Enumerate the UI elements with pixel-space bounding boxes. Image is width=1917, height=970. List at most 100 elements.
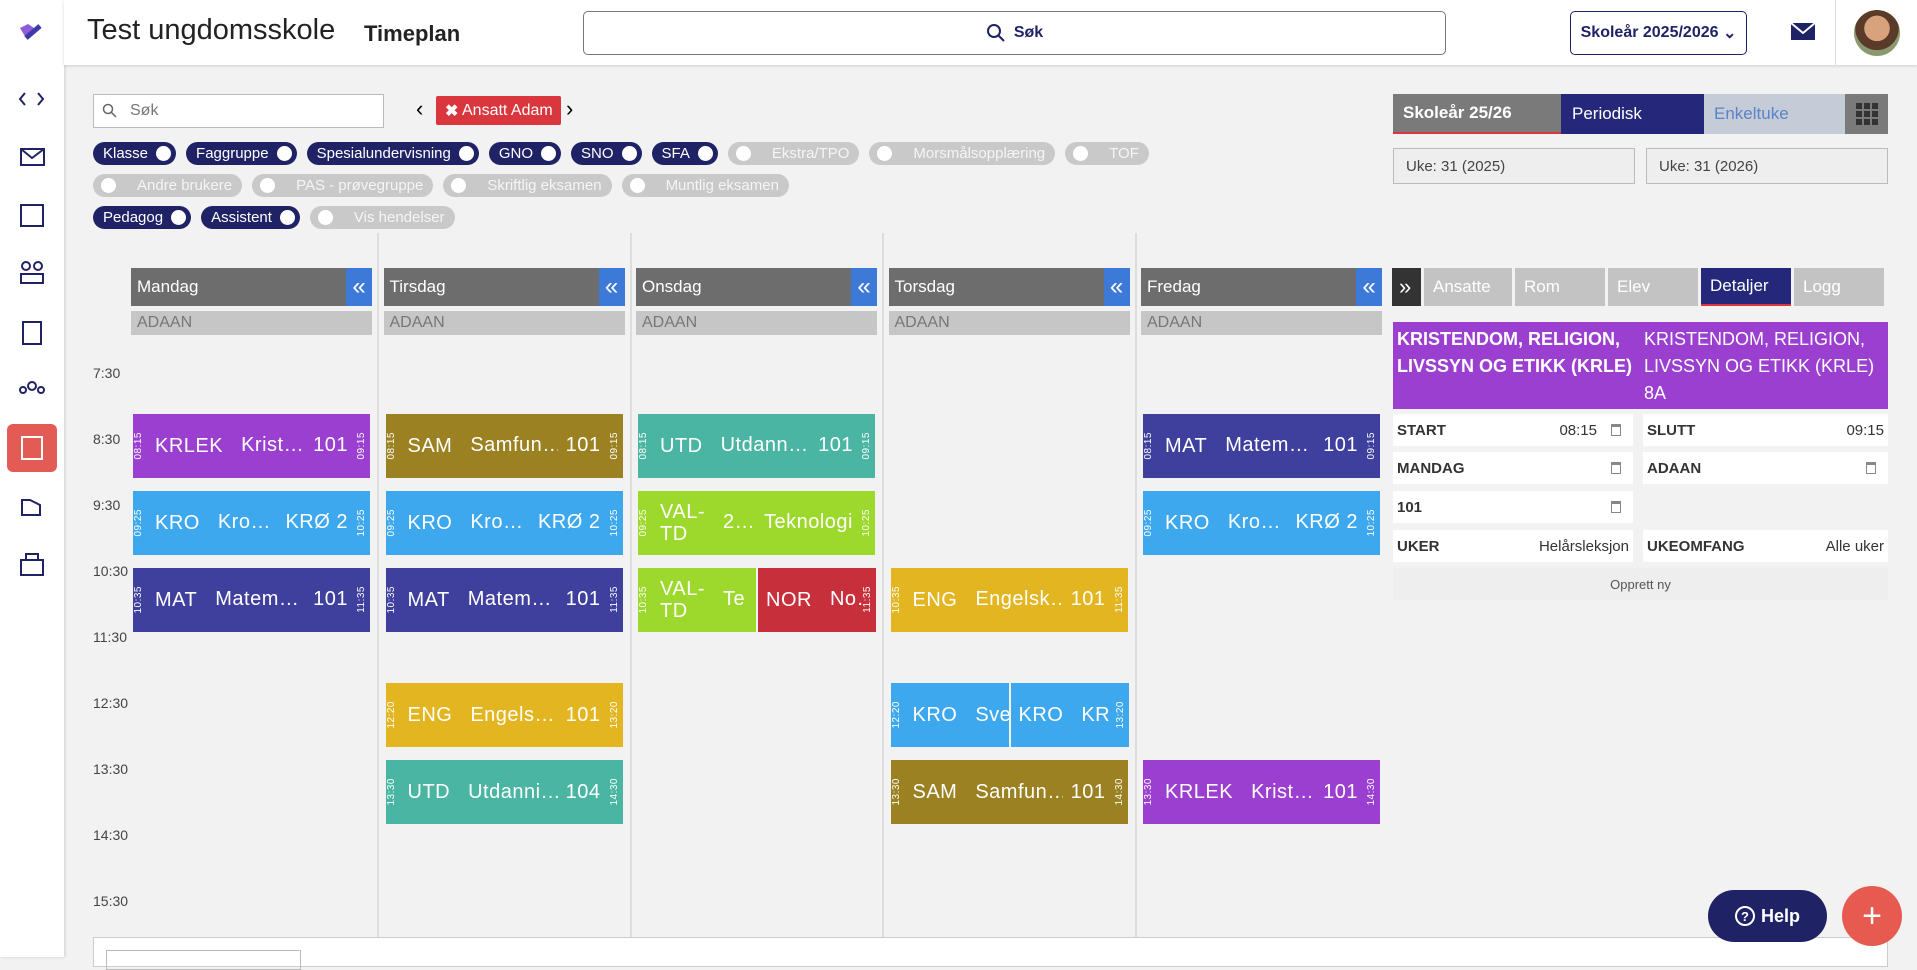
bottom-input[interactable] bbox=[106, 950, 301, 970]
filter-toggle[interactable]: TOF bbox=[1065, 142, 1149, 165]
panel-tab[interactable]: Logg bbox=[1794, 268, 1884, 306]
filter-toggle[interactable]: Andre brukere bbox=[93, 174, 243, 197]
lesson[interactable]: NOR No…11:35 bbox=[758, 567, 876, 632]
filter-toggle[interactable]: Skriftlig eksamen bbox=[443, 174, 612, 197]
nav-people[interactable] bbox=[27, 381, 37, 391]
week-to[interactable]: Uke: 31 (2026) bbox=[1646, 148, 1888, 184]
week-from[interactable]: Uke: 31 (2025) bbox=[1393, 148, 1635, 184]
lesson[interactable]: 13:30 SAM Samfun… 101 14:30 bbox=[890, 760, 1128, 824]
lesson-start: 10:35 bbox=[638, 585, 649, 614]
delete-icon[interactable] bbox=[1611, 462, 1621, 474]
day-header: Mandag « bbox=[131, 268, 372, 306]
nav-hand[interactable] bbox=[21, 499, 41, 516]
filter-toggle[interactable]: Ekstra/TPO bbox=[727, 142, 860, 165]
lesson[interactable]: KRO KR 13:20 bbox=[1010, 683, 1129, 747]
filter-search[interactable]: Søk bbox=[93, 94, 384, 128]
nav-code[interactable] bbox=[18, 92, 45, 106]
lesson[interactable]: 08:15 SAM Samfun… 101 09:15 bbox=[385, 413, 623, 478]
panel-tab[interactable]: Elev bbox=[1608, 268, 1698, 306]
collapse-button[interactable]: « bbox=[598, 268, 625, 306]
lesson-name: Kro… bbox=[217, 511, 271, 533]
lesson[interactable]: 12:20 ENG Engels… 101 13:20 bbox=[385, 683, 623, 747]
panel-tab[interactable]: Ansatte bbox=[1424, 268, 1512, 306]
toggle-knob bbox=[171, 210, 187, 225]
day-teacher: ADAAN bbox=[1141, 311, 1382, 335]
lesson-name: Krist… bbox=[1251, 780, 1315, 803]
field-value[interactable]: 09:15 bbox=[1846, 421, 1884, 439]
next-button[interactable]: › bbox=[566, 96, 574, 121]
field-weeks: UKER Helårsleksjon bbox=[1393, 530, 1633, 562]
create-button[interactable]: Opprett ny bbox=[1393, 568, 1888, 600]
nav-mail[interactable] bbox=[20, 148, 45, 166]
lesson-end: 09:15 bbox=[356, 431, 367, 460]
lesson[interactable]: 09:25 KRO Kro… KRØ 2 10:25 bbox=[133, 490, 370, 555]
field-value[interactable]: Helårsleksjon bbox=[1538, 537, 1629, 555]
lesson-room: 101 bbox=[565, 703, 601, 726]
prev-button[interactable]: ‹ bbox=[416, 96, 424, 121]
lesson-room: 101 bbox=[313, 434, 348, 456]
delete-icon[interactable] bbox=[1611, 501, 1621, 513]
lesson[interactable]: 09:25 VAL-TD 2… Teknologi 10:25 bbox=[638, 490, 875, 555]
filter-toggle[interactable]: PAS - prøvegruppe bbox=[252, 174, 434, 197]
filter-toggle[interactable]: SNO bbox=[571, 142, 642, 165]
view-tab[interactable]: Skoleår 25/26 bbox=[1393, 94, 1561, 134]
lesson-start: 13:30 bbox=[385, 778, 397, 806]
lesson[interactable]: 09:25 KRO Kro… KRØ 2 10:25 bbox=[385, 490, 623, 555]
filter-toggle[interactable]: Spesialundervisning bbox=[306, 142, 479, 165]
filter-toggle[interactable]: Morsmålsopplæring bbox=[869, 142, 1056, 165]
filter-toggle[interactable]: GNO bbox=[488, 142, 562, 165]
help-icon: ? bbox=[1734, 906, 1755, 926]
view-tab[interactable]: Enkeltuke bbox=[1704, 94, 1845, 134]
panel-tab[interactable]: Rom bbox=[1515, 268, 1605, 306]
lesson-room: Teknologi bbox=[763, 511, 853, 533]
nav-active[interactable] bbox=[7, 424, 57, 472]
help-button[interactable]: ? Help bbox=[1708, 890, 1827, 942]
nav-groups[interactable] bbox=[21, 261, 31, 271]
filter-toggle[interactable]: Vis hendelser bbox=[309, 206, 455, 229]
nav-case[interactable] bbox=[20, 559, 44, 576]
lesson-end: 09:15 bbox=[608, 431, 620, 460]
collapse-button[interactable]: « bbox=[851, 268, 877, 306]
collapse-button[interactable]: « bbox=[1103, 268, 1130, 306]
filter-row: Andre brukere PAS - prøvegruppe Skriftlig … bbox=[93, 174, 799, 197]
grid-button[interactable] bbox=[1845, 94, 1888, 134]
add-button[interactable]: + bbox=[1842, 886, 1902, 946]
lesson[interactable]: 10:35 MAT Matem… 101 11:35 bbox=[385, 567, 623, 632]
field-value[interactable]: Alle uker bbox=[1825, 537, 1884, 555]
lesson-end: 13:20 bbox=[608, 701, 620, 729]
lesson[interactable]: 08:15 MAT Matem… 101 09:15 bbox=[1143, 413, 1380, 478]
lesson[interactable]: 08:15 UTD Utdann… 101 09:15 bbox=[638, 413, 875, 478]
lesson[interactable]: 09:25 KRO Kro… KRØ 2 10:25 bbox=[1143, 490, 1380, 555]
school-year-select[interactable]: Skoleår 2025/2026 ⌄ bbox=[1570, 11, 1747, 55]
panel-tab[interactable]: » bbox=[1392, 268, 1421, 306]
chip-remove[interactable]: ✖ bbox=[445, 102, 459, 120]
lesson[interactable]: 13:30 KRLEK Krist… 101 14:30 bbox=[1143, 760, 1380, 824]
collapse-button[interactable]: « bbox=[346, 268, 372, 306]
nav-badge[interactable] bbox=[22, 321, 42, 345]
mail-button[interactable] bbox=[1789, 20, 1819, 44]
delete-icon[interactable] bbox=[1866, 462, 1876, 474]
lesson[interactable]: 13:30 UTD Utdanni… 104 14:30 bbox=[385, 760, 623, 824]
filter-chip[interactable]: ✖ Ansatt Adam bbox=[436, 96, 561, 125]
global-search[interactable]: Søk bbox=[583, 11, 1446, 55]
view-tab[interactable]: Periodisk bbox=[1561, 94, 1704, 134]
field-label: UKER bbox=[1397, 537, 1440, 555]
panel-tab[interactable]: Detaljer bbox=[1701, 268, 1791, 306]
delete-icon[interactable] bbox=[1611, 424, 1621, 436]
nav-news[interactable] bbox=[20, 204, 44, 227]
lesson[interactable]: 10:35 VAL-TD Te bbox=[638, 567, 756, 632]
filter-toggle[interactable]: Klasse bbox=[93, 142, 177, 165]
lesson[interactable]: 10:35 ENG Engelsk… 101 11:35 bbox=[890, 567, 1128, 632]
lesson[interactable]: 08:15 KRLEK Krist… 101 09:15 bbox=[133, 413, 370, 478]
filter-toggle[interactable]: Pedagog bbox=[93, 206, 192, 229]
filter-toggle[interactable]: Faggruppe bbox=[186, 142, 297, 165]
lesson[interactable]: 10:35 MAT Matem… 101 11:35 bbox=[133, 567, 370, 632]
field-value[interactable]: 08:15 bbox=[1559, 421, 1597, 439]
filter-toggle[interactable]: SFA bbox=[651, 142, 718, 165]
filter-toggle[interactable]: Muntlig eksamen bbox=[621, 174, 789, 197]
avatar[interactable] bbox=[1854, 10, 1900, 56]
toggle-knob bbox=[317, 210, 333, 225]
collapse-button[interactable]: « bbox=[1356, 268, 1382, 306]
filter-toggle[interactable]: Assistent bbox=[201, 206, 300, 229]
lesson[interactable]: 12:20 KRO Sve bbox=[890, 683, 1009, 747]
